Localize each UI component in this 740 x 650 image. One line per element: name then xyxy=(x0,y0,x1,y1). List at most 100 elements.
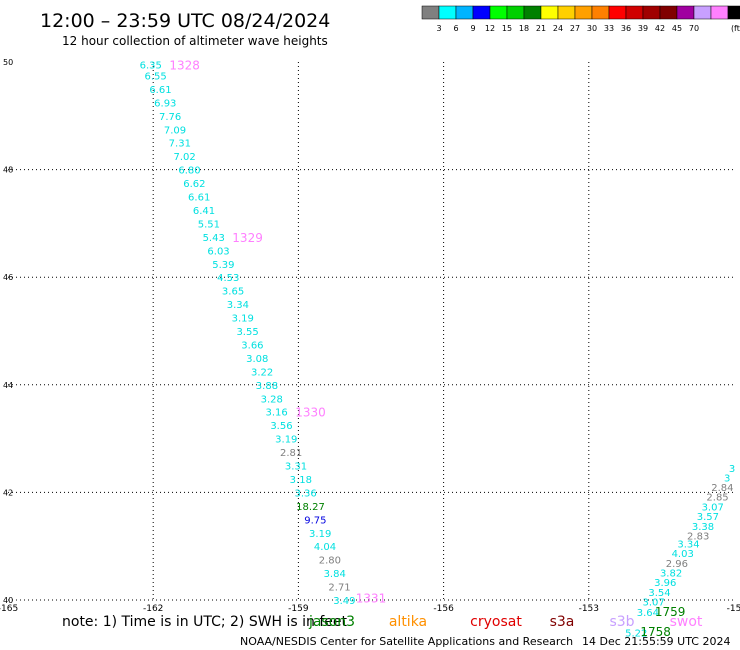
y-tick-label: 48 xyxy=(3,166,13,175)
colorbar-swatch xyxy=(506,5,525,20)
colorbar-swatch xyxy=(727,5,740,20)
wave-height-label: 6.61 xyxy=(188,193,210,204)
wave-height-label: 3.55 xyxy=(236,327,258,338)
axis-labels: -165 -162 -159 -156 -153 -15 40 42 44 46 48 50 xyxy=(0,58,740,614)
x-tick-label: -153 xyxy=(579,604,599,614)
colorbar-swatch xyxy=(710,5,729,20)
chart-title: 12:00 – 23:59 UTC 08/24/2024 xyxy=(40,10,330,32)
wave-height-label: 3.49 xyxy=(333,596,355,607)
colorbar-tick-label: 70 xyxy=(689,24,699,33)
colorbar-tick-label: 36 xyxy=(621,24,631,33)
wave-height-label: 3.88 xyxy=(256,381,278,392)
wave-height-label: 2.81 xyxy=(280,448,302,459)
y-tick-label: 44 xyxy=(3,381,13,390)
colorbar-tick-label: 3 xyxy=(436,24,441,33)
wave-height-label: 6.80 xyxy=(178,166,200,177)
wave-height-label: 3.08 xyxy=(246,354,268,365)
pass-time-label: 1759 xyxy=(655,605,686,619)
pass-time-label: 1331 xyxy=(356,591,387,605)
x-tick-label: -165 xyxy=(0,604,18,614)
wave-height-label: 3.19 xyxy=(232,314,254,325)
wave-height-label: 3.64 xyxy=(637,608,659,619)
colorbar-swatch xyxy=(472,5,491,20)
colorbar-tick-label: 45 xyxy=(672,24,682,33)
wave-height-label: 2.83 xyxy=(687,531,709,542)
wave-height-label: 3.34 xyxy=(227,300,249,311)
wave-height-label: 5.51 xyxy=(198,219,220,230)
wave-height-label: 4.03 xyxy=(672,549,694,560)
satellite-label-s3a: s3a xyxy=(550,614,575,630)
satellite-label-cryosat: cryosat xyxy=(470,614,522,630)
wave-height-label: 3.19 xyxy=(275,435,297,446)
wave-height-label: 6.03 xyxy=(207,246,229,257)
footer-generated: 14 Dec 21:55:59 UTC 2024 xyxy=(582,635,730,648)
x-tick-label: -162 xyxy=(143,604,163,614)
colorbar-tick-label: 30 xyxy=(587,24,597,33)
colorbar-tick-label: 15 xyxy=(502,24,512,33)
map-grid xyxy=(8,62,734,601)
colorbar-swatch xyxy=(659,5,678,20)
wave-height-label: 3 xyxy=(729,464,735,475)
wave-height-label: 2.80 xyxy=(319,556,341,567)
time-labels: 1328 1329 1330 1331 1759 1758 xyxy=(169,59,685,640)
wave-height-label: 5.39 xyxy=(212,260,234,271)
x-tick-label: -15 xyxy=(727,604,740,614)
wave-height-label: 3.66 xyxy=(241,340,263,351)
colorbar-tick-label: 27 xyxy=(570,24,580,33)
wave-height-label: 3.22 xyxy=(251,367,273,378)
satellite-label-altika: altika xyxy=(389,614,427,630)
colorbar-swatch xyxy=(523,5,542,20)
wave-height-label: 3.07 xyxy=(702,502,724,513)
wave-height-label: 3.54 xyxy=(648,588,670,599)
colorbar-swatch xyxy=(557,5,576,20)
wave-height-label: 2.84 xyxy=(711,483,733,494)
wave-height-label: 3.82 xyxy=(660,569,682,580)
wave-height-label: 3.38 xyxy=(692,522,714,533)
wave-height-label: 3.57 xyxy=(697,512,719,523)
wave-height-label: 3.36 xyxy=(295,488,317,499)
wave-height-label: 3.34 xyxy=(677,540,699,551)
colorbar-tick-label: 6 xyxy=(453,24,458,33)
wave-height-label: 7.31 xyxy=(169,139,191,150)
x-tick-label: -156 xyxy=(433,604,454,614)
wave-height-label: 6.41 xyxy=(193,206,215,217)
colorbar-swatch xyxy=(574,5,593,20)
wave-height-label: 3.18 xyxy=(290,475,312,486)
wave-height-label: 4.04 xyxy=(314,542,336,553)
colorbar-swatch xyxy=(489,5,508,20)
colorbar-swatch xyxy=(591,5,610,20)
satellite-legend: jason3 altika cryosat s3a s3b swot xyxy=(308,614,703,630)
colorbar-tick-label: 39 xyxy=(638,24,648,33)
wave-height-label: 6.55 xyxy=(144,71,166,82)
x-tick-label: -159 xyxy=(288,604,309,614)
wave-height-label: 3.56 xyxy=(270,421,292,432)
satellite-label-jason3: jason3 xyxy=(308,614,355,630)
y-tick-label: 50 xyxy=(3,58,13,67)
wave-height-label: 3.19 xyxy=(309,529,331,540)
colorbar-swatch xyxy=(642,5,661,20)
wave-height-label: 6.62 xyxy=(183,179,205,190)
wave-height-label: 3.28 xyxy=(261,394,283,405)
footer-note: note: 1) Time is in UTC; 2) SWH is in fe… xyxy=(62,614,348,630)
chart-subtitle: 12 hour collection of altimeter wave hei… xyxy=(62,34,328,48)
wave-height-points: 6.356.55 6.61 6.93 7.76 7.09 7.31 7.02 6.80 6.62… xyxy=(140,61,736,640)
colorbar-swatch xyxy=(455,5,474,20)
satellite-label-swot: swot xyxy=(670,614,703,630)
colorbar-tick-label: 18 xyxy=(519,24,529,33)
pass-time-label: 1758 xyxy=(640,625,671,639)
wave-height-label: 6.93 xyxy=(154,98,176,109)
pass-time-label: 1329 xyxy=(232,231,263,245)
wave-height-label: 4.53 xyxy=(217,273,239,284)
colorbar-unit: (ft) xyxy=(731,24,740,33)
wave-height-label: 3.65 xyxy=(222,287,244,298)
wave-height-label: 18.27 xyxy=(296,502,325,513)
colorbar-tick-label: 42 xyxy=(655,24,665,33)
y-tick-label: 42 xyxy=(3,488,13,497)
colorbar-tick-label: 12 xyxy=(485,24,495,33)
colorbar-swatch xyxy=(421,5,440,20)
wave-height-label: 3.31 xyxy=(285,462,307,473)
wave-height-label: 7.76 xyxy=(159,112,181,123)
